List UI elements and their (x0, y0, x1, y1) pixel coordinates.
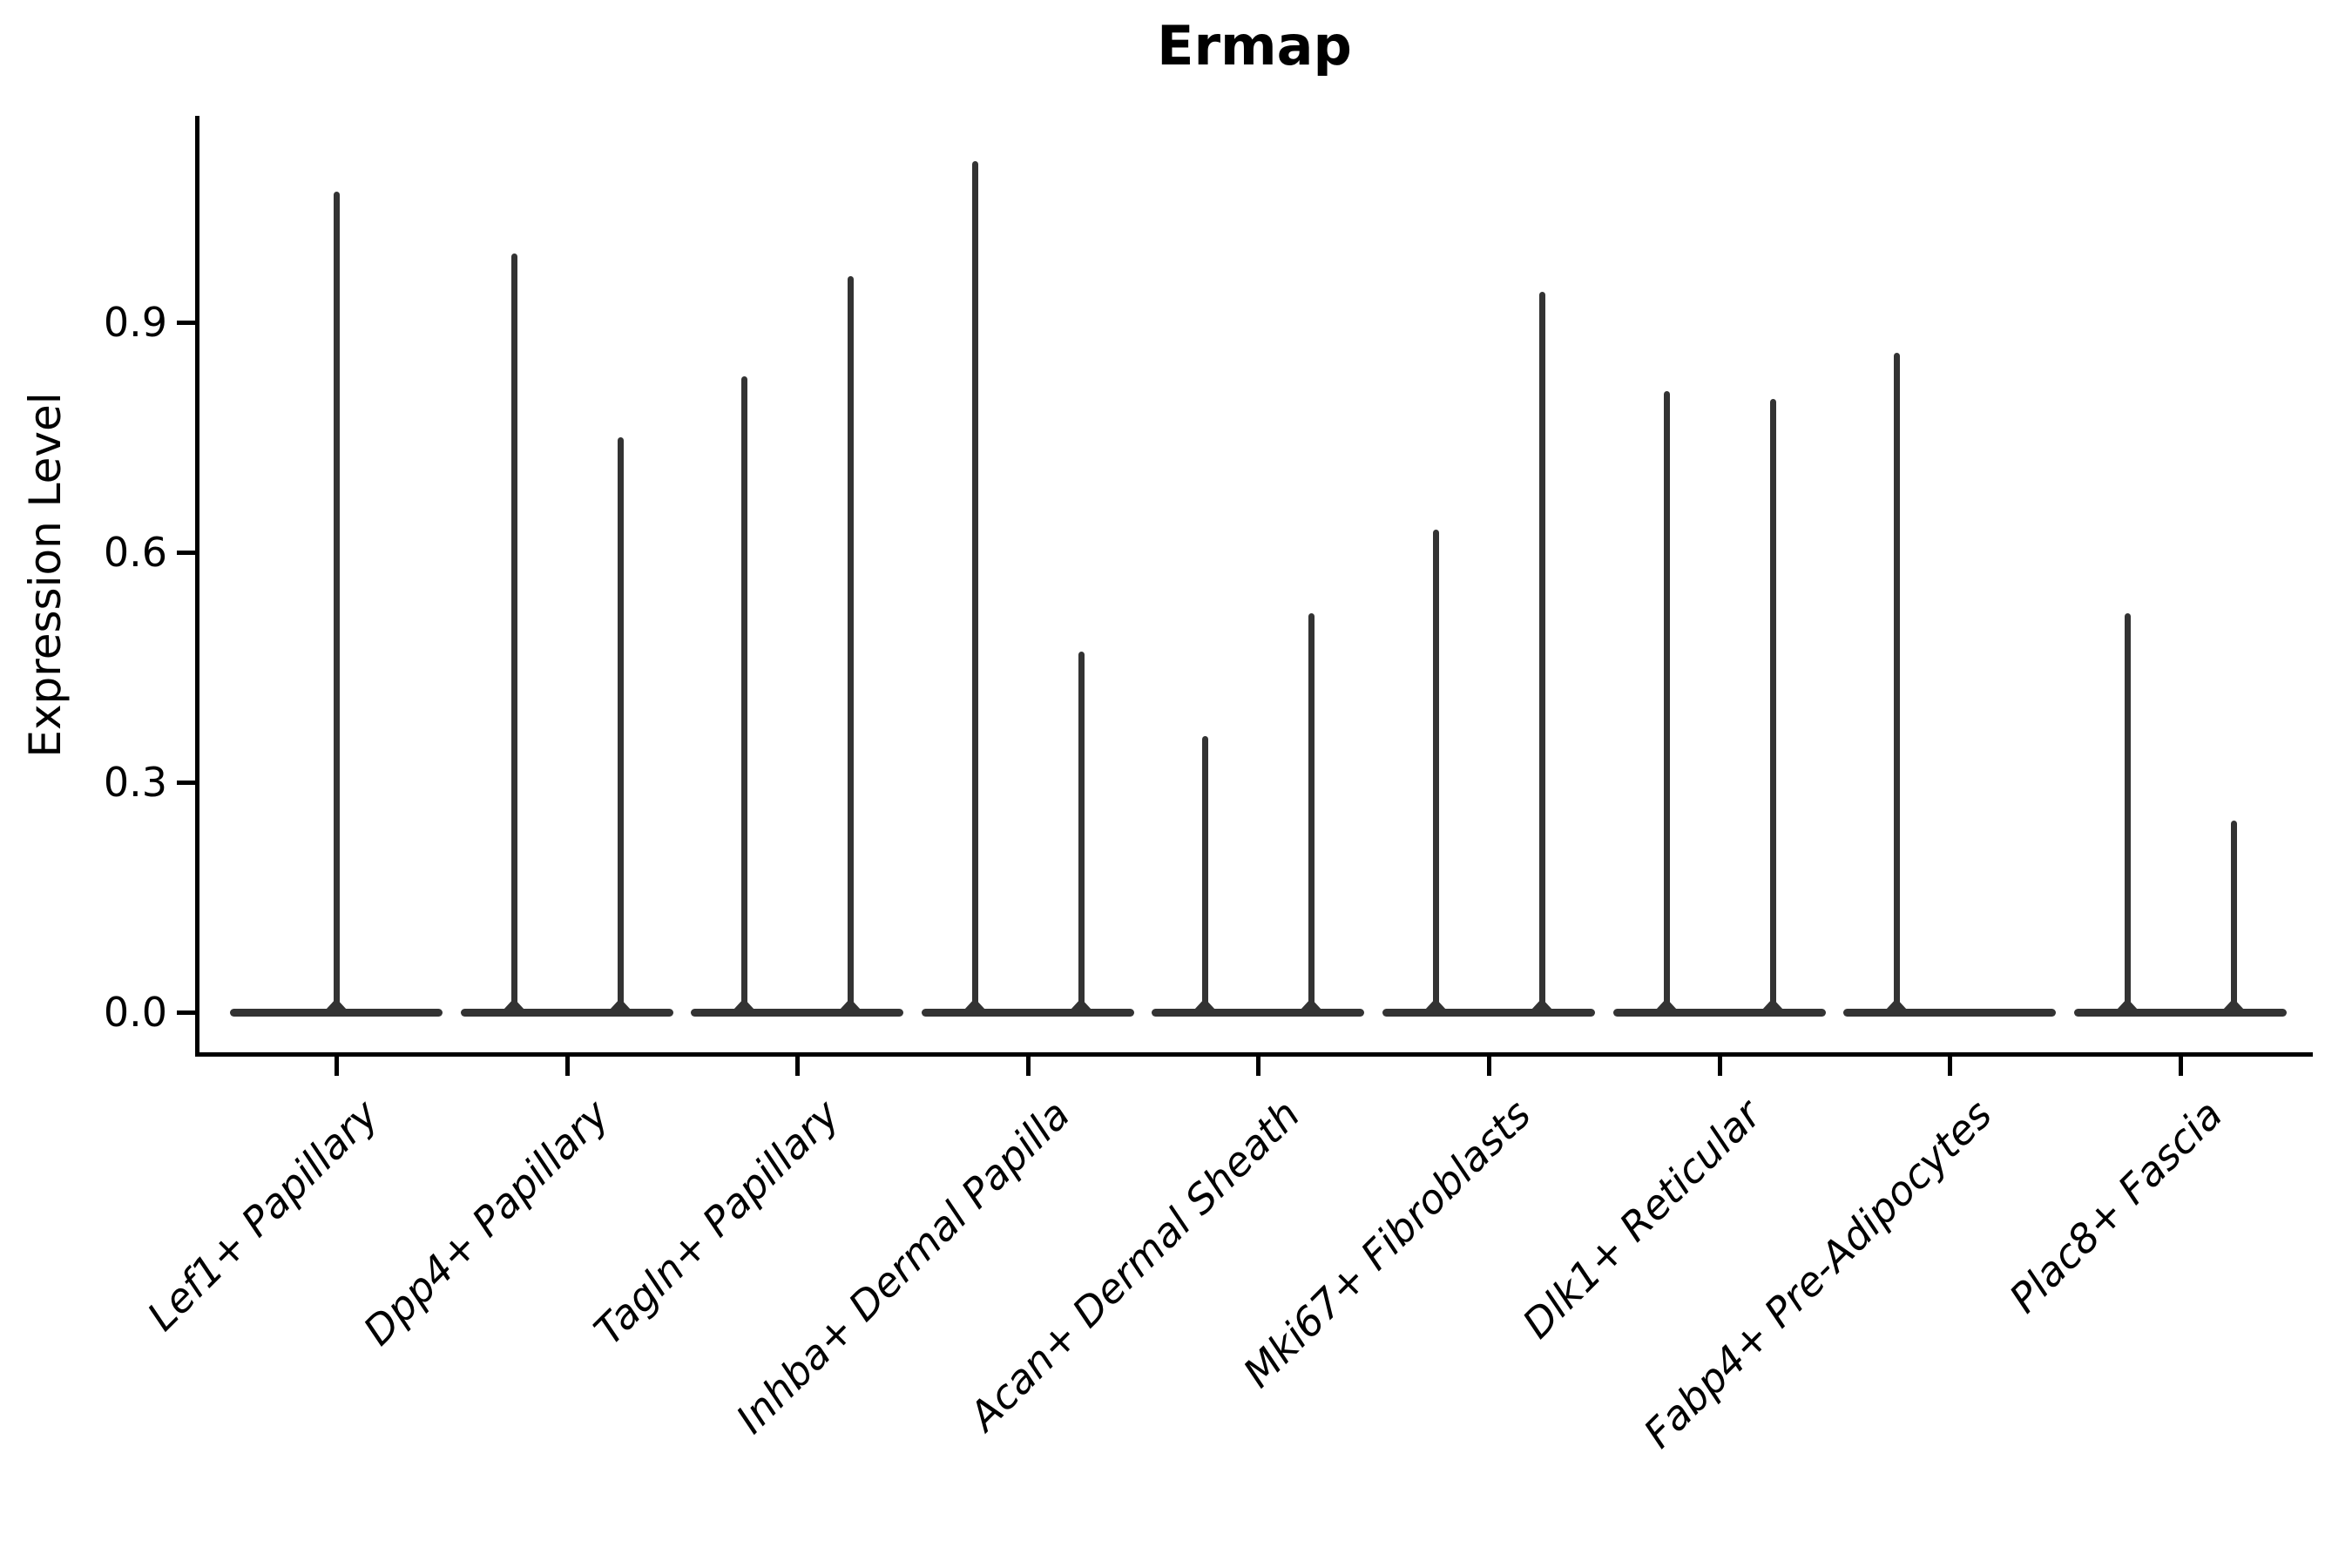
violin-spike (2230, 821, 2237, 1016)
violin-baseline (691, 1009, 904, 1017)
chart-title: Ermap (1157, 14, 1352, 78)
y-tick-label: 0.3 (103, 759, 167, 806)
y-tick-mark (177, 1010, 196, 1015)
violin-spike (1663, 391, 1670, 1016)
x-tick-mark (795, 1057, 801, 1076)
x-tick-mark (1256, 1057, 1261, 1076)
x-tick-label: Plac8+ Fascia (1999, 1091, 2231, 1322)
violin-spike (617, 437, 624, 1016)
violin-spike (1769, 399, 1776, 1016)
x-tick-label: Dpp4+ Papillary (354, 1091, 618, 1355)
x-tick-mark (2178, 1057, 2183, 1076)
violin-spike (334, 192, 340, 1016)
violin-spike (1078, 652, 1085, 1016)
x-tick-label: Tagln+ Papillary (585, 1091, 848, 1355)
violin-baseline (921, 1009, 1134, 1017)
violin-baseline (2073, 1009, 2287, 1017)
violin-baseline (1843, 1009, 2057, 1017)
violin-spike (510, 253, 517, 1016)
violin-baseline (460, 1009, 673, 1017)
x-tick-mark (564, 1057, 570, 1076)
violin-spike (848, 276, 855, 1016)
violin-baseline (1382, 1009, 1595, 1017)
y-tick-label: 0.0 (103, 989, 167, 1036)
x-tick-label: Dlk1+ Reticular (1513, 1091, 1770, 1348)
violin-spike (1308, 613, 1315, 1016)
x-axis-spine (195, 1052, 2313, 1057)
x-tick-mark (1717, 1057, 1722, 1076)
violin-spike (741, 375, 748, 1016)
violin-baseline (1152, 1009, 1365, 1017)
y-tick-mark (177, 551, 196, 555)
x-tick-mark (1487, 1057, 1491, 1076)
y-axis-spine (195, 116, 199, 1057)
violin-spike (971, 161, 978, 1016)
violin-spike (1894, 353, 1901, 1016)
violin-spike (1539, 291, 1545, 1016)
x-tick-mark (1948, 1057, 1953, 1076)
y-tick-label: 0.6 (103, 529, 167, 576)
violin-baseline (1612, 1009, 1826, 1017)
x-tick-mark (335, 1057, 339, 1076)
x-tick-mark (1025, 1057, 1031, 1076)
x-tick-label: Lef1+ Papillary (138, 1091, 388, 1340)
y-tick-mark (177, 781, 196, 785)
violin-spike (2124, 613, 2131, 1016)
y-tick-label: 0.9 (103, 299, 167, 346)
violin-spike (1202, 736, 1209, 1016)
violin-spike (1433, 529, 1439, 1016)
y-tick-mark (177, 321, 196, 325)
